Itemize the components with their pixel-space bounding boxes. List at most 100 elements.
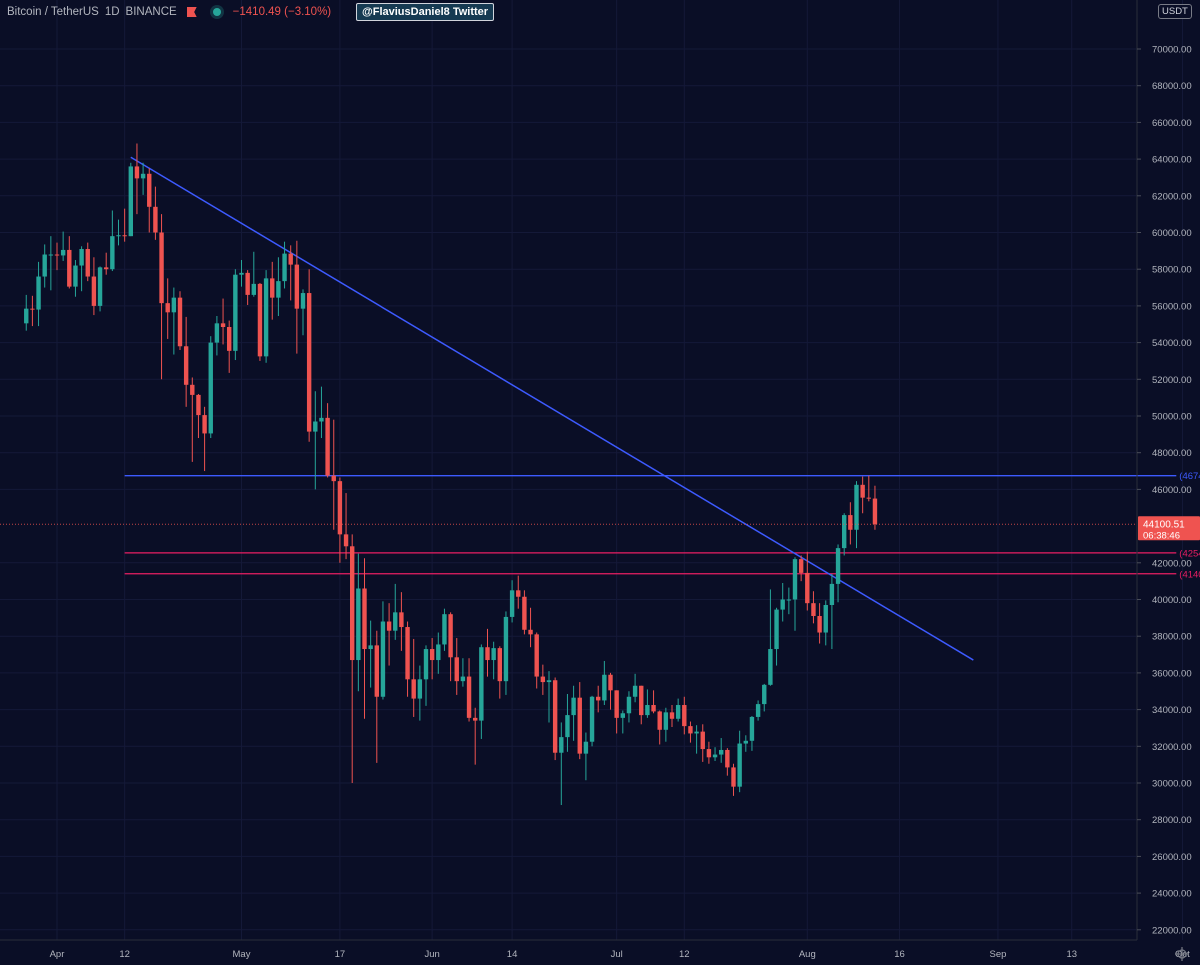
candle [73,260,78,297]
candle-body [54,254,60,256]
candle-body [337,481,343,535]
symbol-title[interactable]: Bitcoin / TetherUS [7,6,99,18]
y-tick-label: 62000.00 [1152,191,1192,202]
candle [128,162,133,237]
candle [731,763,736,796]
interval-label[interactable]: 1D [104,6,120,18]
candle-body [104,267,109,270]
candle-body [411,679,416,699]
candle [233,269,238,361]
candle [405,621,410,697]
candle [67,236,72,289]
y-tick-label: 22000.00 [1152,925,1192,936]
candle-body [546,680,552,683]
candle-body [325,417,330,476]
y-tick-label: 66000.00 [1152,118,1192,129]
candle-body [153,206,158,233]
candle-body [60,249,66,256]
y-tick-label: 24000.00 [1152,889,1192,900]
candle [639,685,644,725]
candle-body [30,308,35,310]
candle-body [343,534,349,547]
candle [91,257,97,316]
candle [454,638,459,695]
price-axis[interactable]: 70000.00 68000.00 66000.00 64000.00 62000.00… [1137,45,1192,937]
settings-gear-icon[interactable] [1175,947,1189,961]
candle-body [872,498,878,525]
candle [60,231,66,261]
candle [848,502,853,545]
y-tick-label: 50000.00 [1152,412,1192,423]
price-change: −1410.49 (−3.10%) [232,6,332,18]
candle-body [436,644,441,661]
candle [190,377,195,462]
candle [350,534,355,783]
candle-body [626,696,632,714]
candle-body [177,297,183,347]
candle-body [755,704,761,717]
candle-body [110,236,115,270]
candle [860,476,865,514]
candle [177,291,183,350]
candle-body [128,166,133,237]
candle [805,551,810,611]
candle [872,485,878,530]
candle [220,298,226,345]
candle-body [380,621,386,697]
candle-body [823,605,828,633]
candle [460,658,466,687]
candle [583,732,589,781]
x-tick-label: 17 [335,949,346,960]
candle [183,316,189,407]
candle-body [24,308,29,324]
candle [497,646,502,699]
candle-body [485,647,490,661]
candle [835,544,841,603]
candle [257,282,263,361]
candle-body [608,674,613,691]
candle-body [399,612,404,628]
candle-body [719,749,724,755]
candle [300,289,306,336]
candle [374,630,379,763]
candle-body [233,274,238,351]
trendline[interactable] [130,156,974,661]
candle [546,671,552,723]
candle-body [85,249,90,277]
bar-countdown-label: 06:38:46 [1143,530,1180,541]
chart-header: Bitcoin / TetherUS 1D BINANCE −1410.49 (… [7,4,331,20]
candle [288,245,293,301]
flag-icon[interactable] [186,7,197,17]
drawings[interactable] [124,156,1177,661]
candle [36,261,41,327]
candle [116,219,121,246]
candle [719,738,724,763]
candle-body [491,648,496,661]
candle-body [282,253,287,282]
candle-body [694,731,699,734]
candle [380,601,386,700]
y-tick-label: 48000.00 [1152,448,1192,459]
candle-body [688,726,693,734]
candle-body [276,281,281,298]
candle-body [270,278,275,298]
watermark-handle: @FlaviusDaniel8 Twitter [356,3,495,21]
y-tick-label: 56000.00 [1152,301,1192,312]
x-tick-label: May [233,949,251,960]
currency-badge[interactable]: USDT [1158,4,1192,19]
x-tick-label: Apr [50,949,65,960]
candle-body [503,616,509,682]
y-tick-label: 58000.00 [1152,265,1192,276]
candle [829,573,835,650]
candle-body [448,614,453,658]
candle [140,162,146,195]
candle-body [473,717,478,721]
candle [657,710,662,745]
candle-body [159,232,164,304]
candle [565,694,570,752]
candle [798,555,804,582]
candle [165,278,170,339]
candle [214,315,220,356]
